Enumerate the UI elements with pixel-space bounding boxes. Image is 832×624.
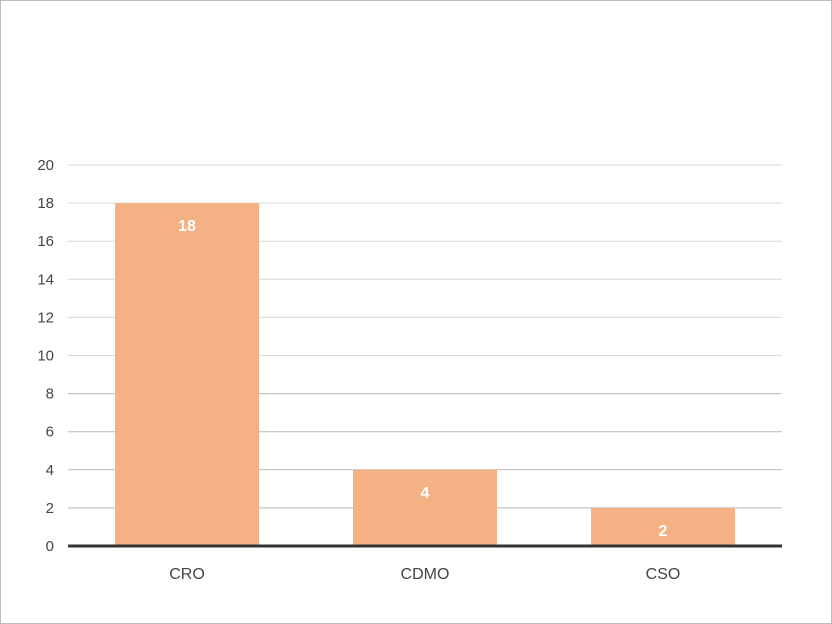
y-tick-label: 0 bbox=[46, 538, 54, 555]
bars bbox=[115, 203, 735, 546]
y-tick-label: 20 bbox=[37, 157, 54, 174]
bar-cro bbox=[115, 203, 259, 546]
x-tick-label: CDMO bbox=[401, 566, 450, 583]
y-tick-label: 4 bbox=[46, 462, 54, 479]
y-tick-label: 2 bbox=[46, 500, 54, 517]
x-axis-ticks: CRO CDMO CSO bbox=[169, 566, 680, 583]
y-tick-label: 14 bbox=[37, 271, 54, 288]
y-tick-label: 12 bbox=[37, 309, 54, 326]
y-tick-label: 8 bbox=[46, 386, 54, 403]
y-axis-ticks: 0 2 4 6 8 10 12 14 16 18 20 bbox=[37, 157, 54, 555]
bar-cdmo bbox=[353, 469, 497, 546]
x-tick-label: CRO bbox=[169, 566, 205, 583]
bar-cso bbox=[591, 507, 735, 546]
bar-value-label: 18 bbox=[178, 218, 196, 235]
y-tick-label: 10 bbox=[37, 348, 54, 365]
x-tick-label: CSO bbox=[646, 566, 681, 583]
y-tick-label: 16 bbox=[37, 233, 54, 250]
y-tick-label: 18 bbox=[37, 195, 54, 212]
bar-value-label: 2 bbox=[659, 523, 668, 540]
y-tick-label: 6 bbox=[46, 424, 54, 441]
bar-value-label: 4 bbox=[421, 485, 430, 502]
